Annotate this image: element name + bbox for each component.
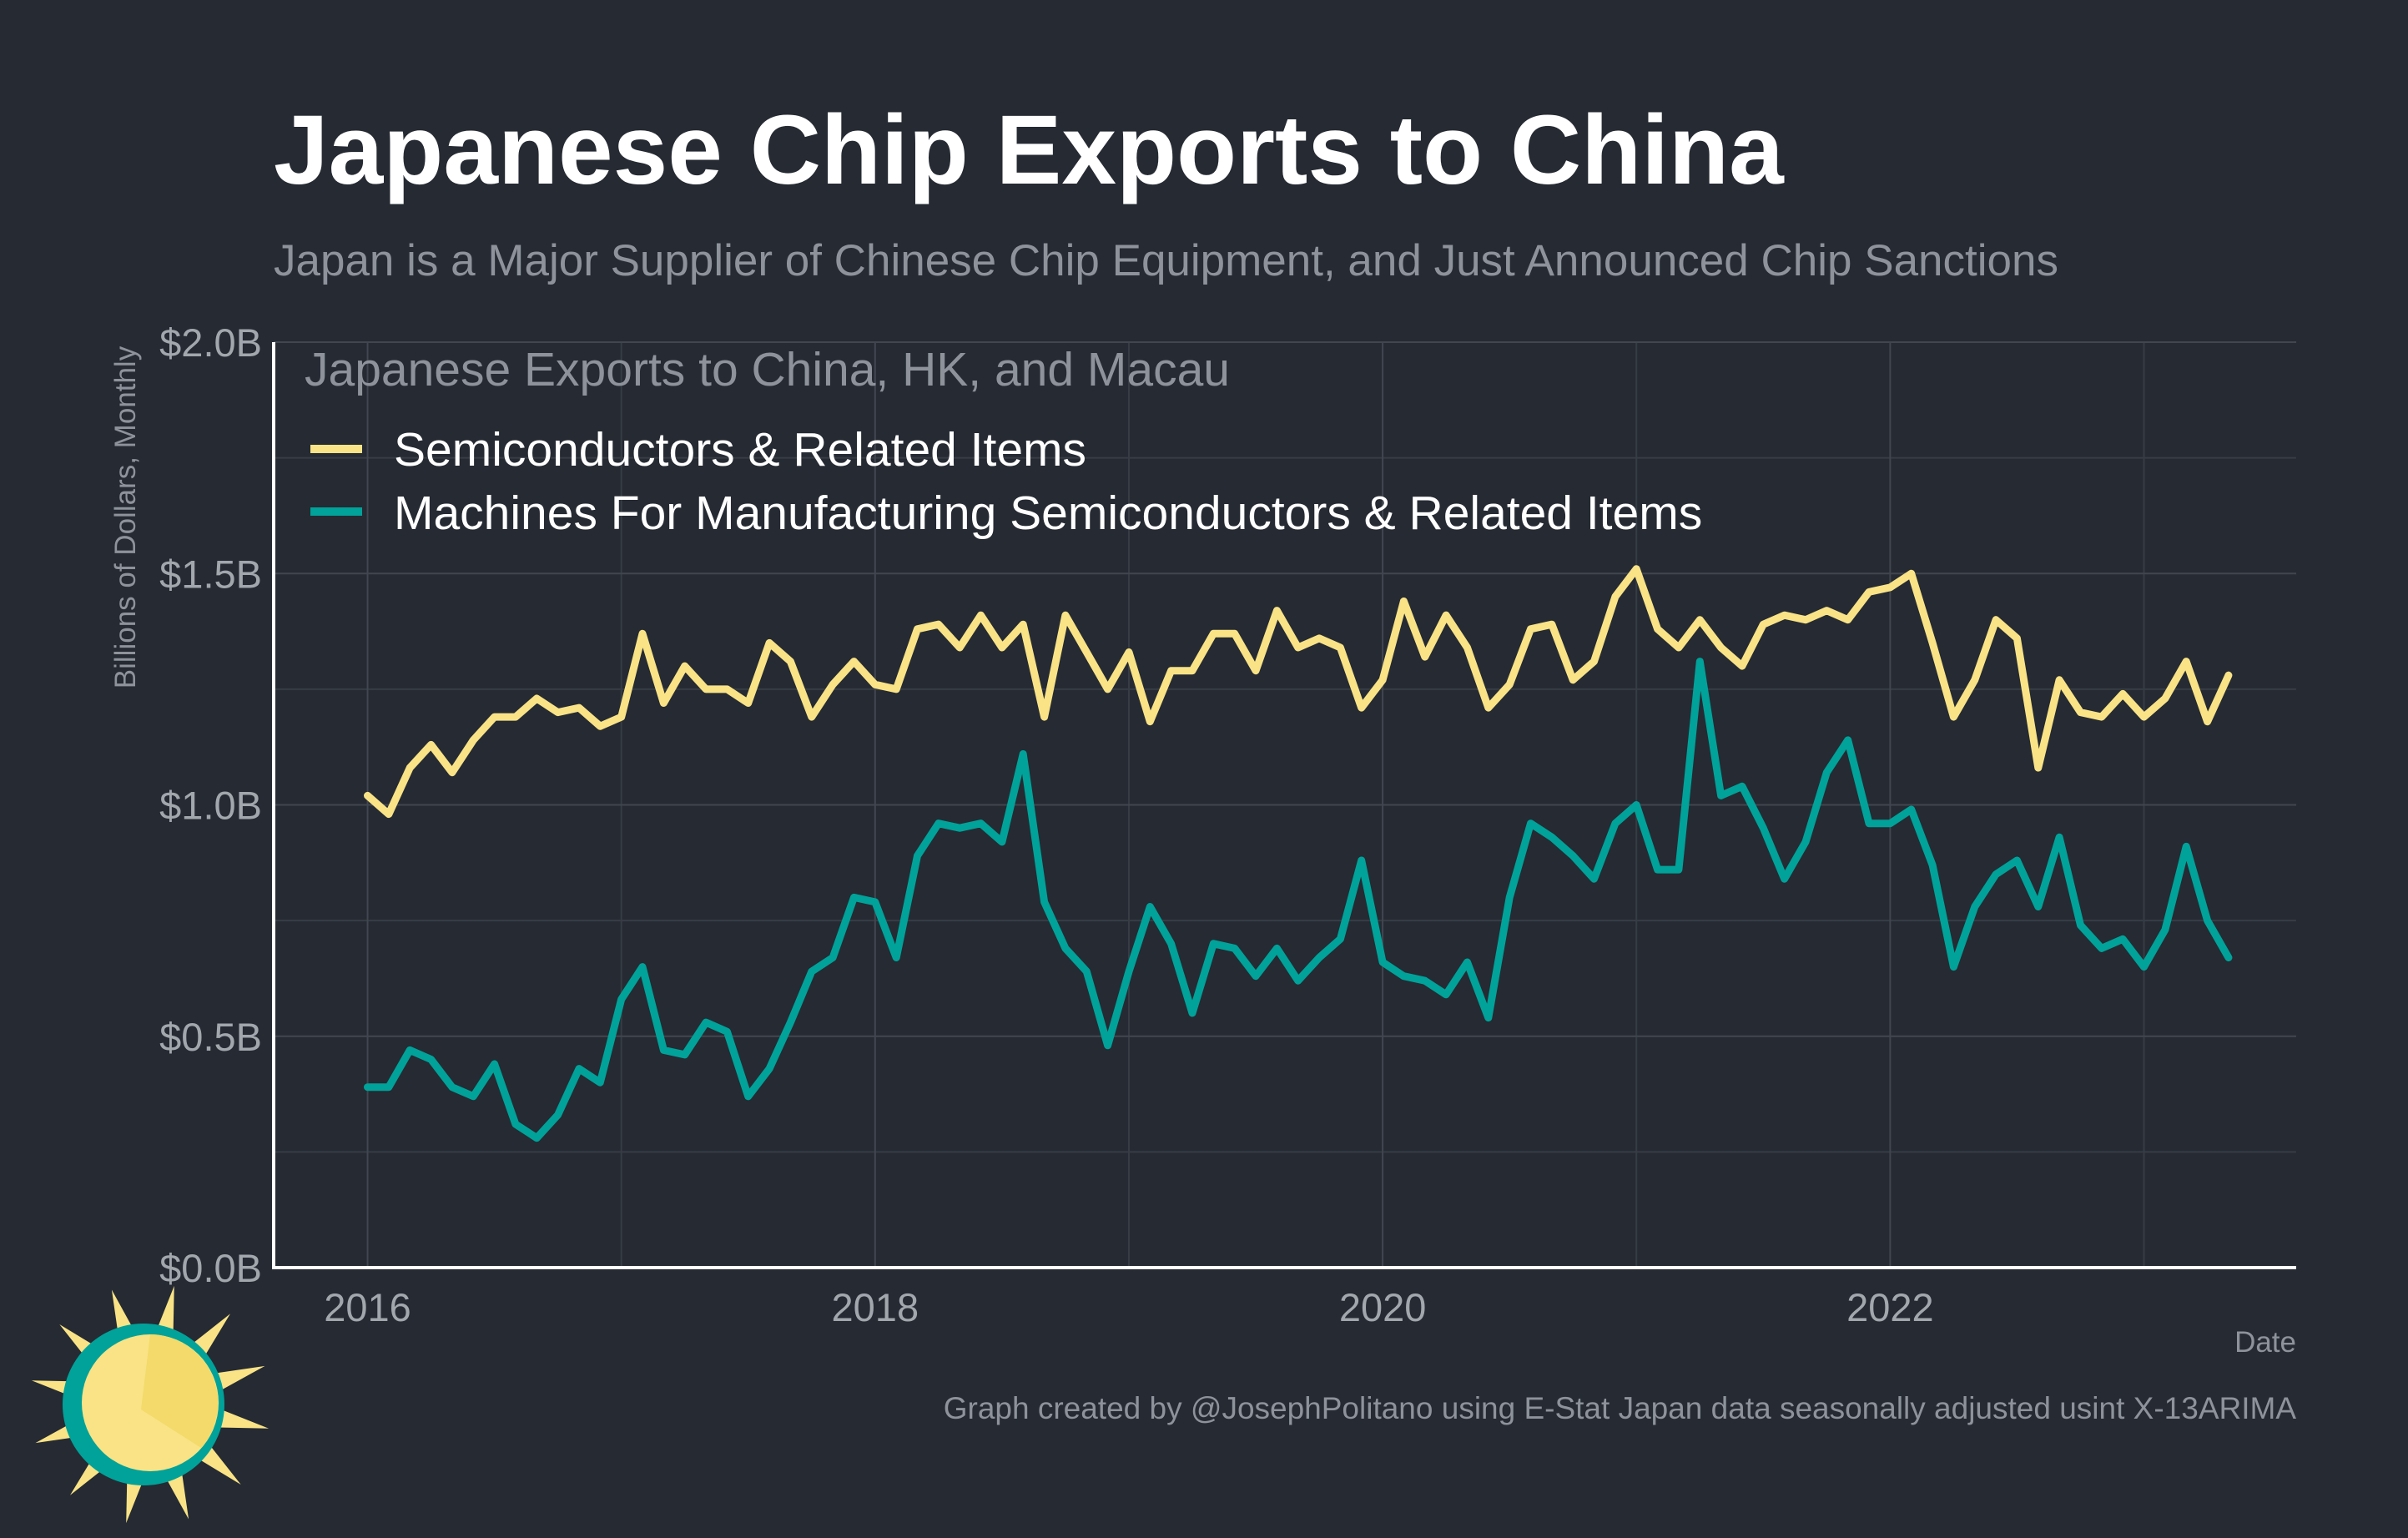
x-tick-label: 2018: [832, 1285, 919, 1329]
caption: Graph created by @JosephPolitano using E…: [944, 1391, 2297, 1425]
x-axis-title: Date: [2234, 1326, 2296, 1359]
gridlines: [274, 341, 2296, 1268]
legend-label-semiconductors: Semiconductors & Related Items: [394, 423, 1086, 477]
y-tick-label: $0.5B: [159, 1015, 262, 1059]
series-line-semiconductors: [364, 565, 2233, 819]
legend-label-machines: Machines For Manufacturing Semiconductor…: [394, 487, 1702, 540]
sun-ray: [209, 1365, 265, 1394]
y-tick-label: $1.5B: [159, 552, 262, 596]
chart-title: Japanese Chip Exports to China: [274, 95, 1785, 205]
x-tick-label: 2022: [1846, 1285, 1934, 1329]
legend-title: Japanese Exports to China, HK, and Macau: [305, 343, 1230, 396]
legend: Japanese Exports to China, HK, and Macau…: [305, 343, 1702, 540]
sun-ray: [213, 1408, 270, 1429]
series-lines: [364, 565, 2233, 1142]
x-tick-label: 2016: [324, 1285, 411, 1329]
y-axis-ticks: $0.0B $0.5B $1.0B $1.5B $2.0B: [159, 320, 262, 1290]
sun-logo-icon: [31, 1285, 270, 1524]
series-line-machines: [364, 658, 2233, 1142]
y-axis-title: Billions of Dollars, Monthly: [109, 345, 142, 688]
y-tick-label: $2.0B: [159, 320, 262, 365]
x-tick-label: 2020: [1339, 1285, 1427, 1329]
chart-subtitle: Japan is a Major Supplier of Chinese Chi…: [274, 236, 2058, 285]
y-tick-label: $0.0B: [159, 1246, 262, 1290]
y-tick-label: $1.0B: [159, 784, 262, 828]
x-axis-ticks: 2016 2018 2020 2022: [324, 1285, 1933, 1329]
